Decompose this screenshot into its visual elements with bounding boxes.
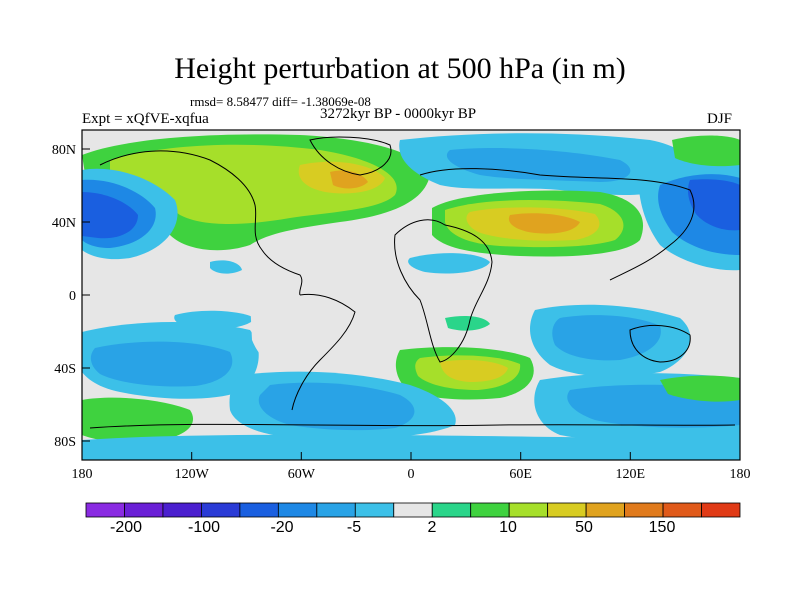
coast-north-america xyxy=(99,150,303,296)
x-ticks xyxy=(81,452,741,460)
y-tick-labels: 80N 40N 0 40S 80S xyxy=(52,143,76,450)
experiment-label: Expt = xQfVE-xqfua xyxy=(82,111,209,127)
field-nepac-darkblue xyxy=(688,179,740,231)
coast-australia xyxy=(629,325,691,363)
colorbar-swatch xyxy=(85,502,125,518)
colorbar-swatch xyxy=(547,502,587,518)
height-field xyxy=(82,130,740,460)
field-spac-midblue xyxy=(90,341,233,387)
colorbar-swatch xyxy=(393,502,433,518)
field-satl-neutral xyxy=(250,298,416,390)
field-tropic-small-blue xyxy=(210,260,242,274)
field-tropic-blue-africa xyxy=(408,253,490,274)
x-tick-label: 60W xyxy=(288,467,316,482)
colorbar-label: -100 xyxy=(188,519,220,536)
colorbar-label: 10 xyxy=(499,519,517,536)
y-tick-label: 80S xyxy=(54,435,76,450)
colorbar-label: -20 xyxy=(270,519,293,536)
colorbar-label: 50 xyxy=(575,519,593,536)
x-tick-labels: 180 120W 60W 0 60E 120E 180 xyxy=(72,467,751,482)
y-tick-label: 40S xyxy=(54,362,76,377)
colorbar-swatch xyxy=(662,502,702,518)
colorbar-swatch xyxy=(508,502,549,518)
colorbar-swatch xyxy=(470,502,510,518)
colorbar-swatch xyxy=(277,502,318,518)
colorbar-swatch xyxy=(124,502,164,518)
field-sio-yellow xyxy=(440,360,508,382)
x-tick-label: 0 xyxy=(408,467,415,482)
x-tick-label: 120E xyxy=(616,467,646,482)
coast-south-america xyxy=(291,293,356,411)
x-tick-label: 120W xyxy=(175,467,210,482)
coast-greenland xyxy=(309,136,392,176)
colorbar-swatch xyxy=(701,502,741,518)
y-tick-label: 0 xyxy=(69,289,76,304)
field-npac-darkblue xyxy=(82,192,138,239)
field-tropic-teal xyxy=(445,316,490,331)
field-sio-midblue xyxy=(552,315,661,361)
colorbar-swatch xyxy=(624,502,664,518)
colorbar-label: 2 xyxy=(428,519,437,536)
colorbar-swatch xyxy=(239,502,279,518)
coast-eurasia xyxy=(419,168,695,281)
colorbar-label: -5 xyxy=(347,519,361,536)
map-title: Height perturbation at 500 hPa (in m) xyxy=(174,52,626,85)
colorbar-swatch xyxy=(316,502,356,518)
colorbar-swatch xyxy=(585,502,625,518)
field-asia-orange xyxy=(508,213,580,234)
y-tick-label: 80N xyxy=(52,143,76,158)
field-sw-green xyxy=(82,397,194,443)
rmsd-text: rmsd= 8.58477 diff= -1.38069e-08 xyxy=(190,94,371,109)
y-tick-label: 40N xyxy=(52,216,76,231)
colorbar-labels: -200 -100 -20 -5 2 10 50 150 xyxy=(110,519,675,536)
colorbar-label: -200 xyxy=(110,519,142,536)
field-so-east-green xyxy=(660,375,740,402)
colorbar-label: 150 xyxy=(649,519,676,536)
field-so-midblue xyxy=(258,382,415,431)
period-text: 3272kyr BP - 0000kyr BP xyxy=(320,106,477,122)
colorbar-swatch xyxy=(431,502,472,518)
x-tick-label: 60E xyxy=(509,467,532,482)
coast-africa xyxy=(394,219,493,363)
colorbar xyxy=(85,502,741,518)
y-ticks xyxy=(82,148,90,442)
x-tick-label: 180 xyxy=(72,467,93,482)
coast-antarctica xyxy=(89,423,736,429)
season-label: DJF xyxy=(707,111,733,127)
colorbar-swatch xyxy=(162,502,202,518)
colorbar-swatch xyxy=(354,502,395,518)
field-eurasia-midblue xyxy=(446,148,631,182)
x-tick-label: 180 xyxy=(730,467,751,482)
coastlines xyxy=(89,136,736,429)
colorbar-swatch xyxy=(201,502,241,518)
field-arctic-green xyxy=(672,135,740,167)
field-antarctic-blue xyxy=(82,434,740,460)
